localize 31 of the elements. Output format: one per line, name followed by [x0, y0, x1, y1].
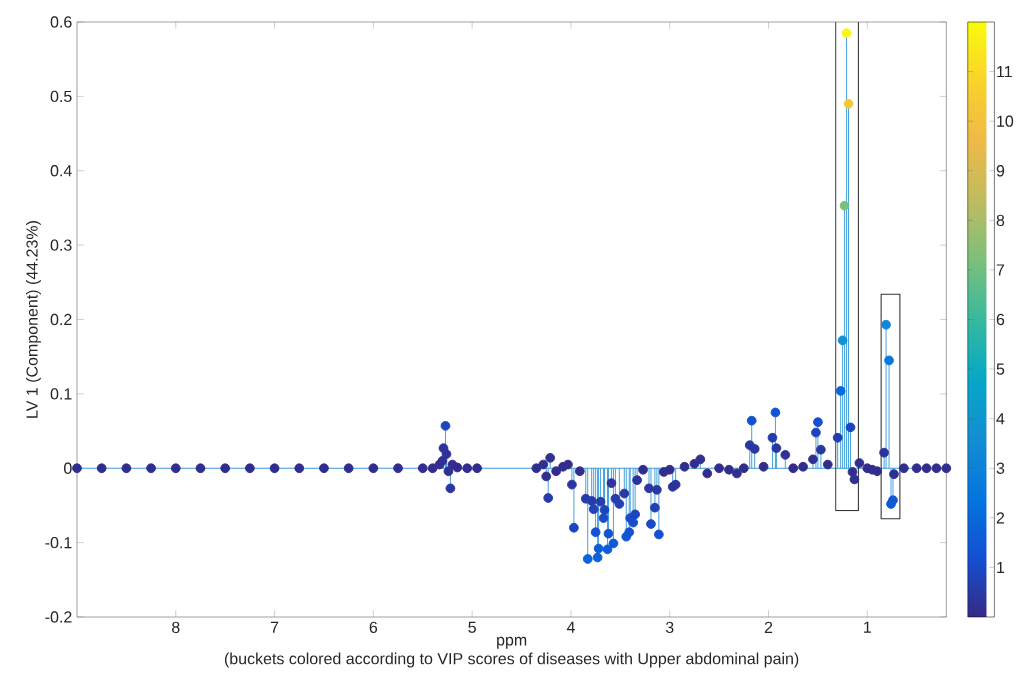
- color-bar-label: 8: [996, 214, 1005, 226]
- y-tick-label: 0.5: [50, 90, 72, 103]
- y-tick-label: 0.6: [50, 16, 72, 28]
- color-bar-label: 10: [997, 115, 1014, 127]
- y-axis-title: LV 1 (Component) (44.23%): [25, 221, 41, 418]
- y-tick-label: 0.1: [50, 388, 72, 400]
- text: (buckets colored according to VIP scores of diseases with Upper abdominal pain): [224, 652, 799, 668]
- color-bar-label: 4: [996, 413, 1005, 425]
- color-bar-label: 1: [997, 561, 1005, 573]
- color-bar-label: 6: [996, 313, 1005, 326]
- x-tick-label: 1: [864, 621, 871, 633]
- color-bar-label: 9: [996, 165, 1005, 177]
- x-tick-label: 2: [764, 621, 773, 633]
- color-bar-label: 7: [996, 264, 1005, 276]
- x-axis-title: ppm: [497, 636, 527, 649]
- y-tick-label: 0.2: [50, 313, 72, 326]
- x-tick-label: 3: [665, 621, 674, 634]
- y-tick-label: 0.4: [50, 165, 72, 177]
- x-tick-label: 6: [369, 621, 378, 634]
- x-tick-label: 8: [172, 621, 180, 634]
- y-tick-label: 0.3: [50, 239, 72, 251]
- y-tick-label: 0: [64, 462, 72, 474]
- color-bar-label: 5: [996, 363, 1005, 375]
- x-tick-label: 4: [566, 621, 575, 633]
- x-tick-label: 5: [468, 621, 476, 633]
- color-bar-label: 3: [996, 462, 1005, 474]
- y-tick-label: -0.2: [45, 611, 72, 623]
- color-bar-label: 2: [996, 512, 1005, 524]
- x-tick-label: 7: [270, 621, 279, 633]
- y-tick-label: -0.1: [45, 536, 72, 549]
- color-bar-label: 11: [997, 66, 1012, 78]
